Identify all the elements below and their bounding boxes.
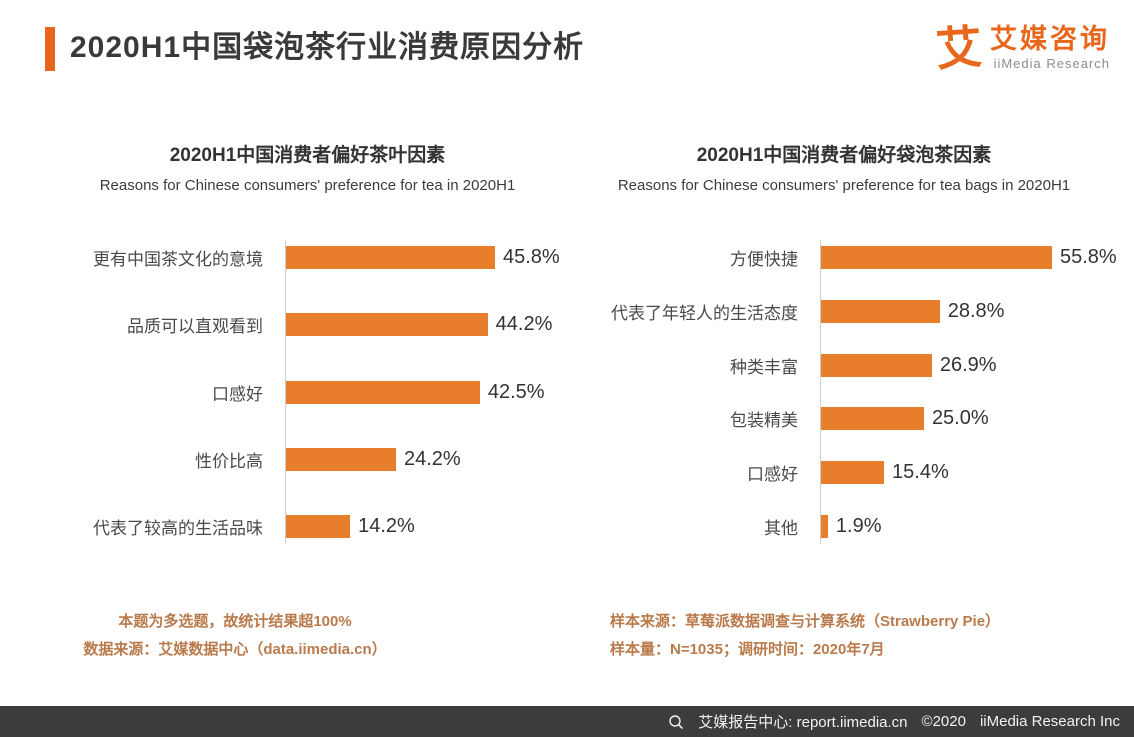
bar-row: 代表了较高的生活品味 14.2% — [45, 515, 570, 538]
footnote-sample-source: 样本来源：草莓派数据调查与计算系统（Strawberry Pie） — [610, 613, 1001, 630]
chart-subtitle: Reasons for Chinese consumers' preferenc… — [99, 177, 516, 194]
logo-name-en: iiMedia Research — [993, 56, 1110, 71]
bar — [820, 514, 828, 538]
bar — [820, 407, 924, 431]
header: 2020H1中国袋泡茶行业消费原因分析 艾 艾媒咨询 iiMedia Resea… — [0, 0, 1134, 77]
bar — [820, 299, 940, 323]
bottom-bar-report-center: 艾媒报告中心: report.iimedia.cn — [698, 714, 908, 731]
chart-title: 2020H1中国消费者偏好茶叶因素 — [169, 145, 446, 166]
bar — [820, 246, 1052, 269]
bar — [285, 246, 495, 269]
footnote-right: 样本来源：草莓派数据调查与计算系统（Strawberry Pie） 样本量：N=… — [610, 608, 1114, 664]
bar-value-label: 55.8% — [1060, 246, 1117, 268]
bar-value-label: 42.5% — [487, 380, 545, 403]
bar-row: 口感好 15.4% — [570, 461, 1118, 485]
bar-value-label: 44.2% — [495, 313, 553, 336]
chart-title: 2020H1中国消费者偏好袋泡茶因素 — [696, 145, 992, 166]
bar-category-label: 品质可以直观看到 — [127, 317, 263, 337]
bar-category-label: 口感好 — [212, 384, 263, 404]
footnote-multichoice: 本题为多选题，故统计结果超100% — [118, 613, 352, 630]
bar — [285, 380, 480, 404]
charts-area: 2020H1中国消费者偏好茶叶因素 Reasons for Chinese co… — [0, 140, 1134, 544]
bar-value-label: 1.9% — [835, 514, 882, 537]
bar-chart: 更有中国茶文化的意境 45.8% 品质可以直观看到 44.2% 口感好 42.5% 性价比高… — [45, 240, 570, 544]
bar-row: 性价比高 24.2% — [45, 447, 570, 471]
bar-row: 代表了年轻人的生活态度 28.8% — [570, 299, 1118, 323]
bar-category-label: 种类丰富 — [730, 357, 798, 377]
bar-category-label: 代表了较高的生活品味 — [93, 519, 263, 538]
iimedia-logo: 艾 艾媒咨询 iiMedia Research — [934, 18, 1116, 77]
bar-row: 包装精美 25.0% — [570, 407, 1118, 431]
bar-category-label: 性价比高 — [195, 451, 263, 471]
bar — [285, 515, 351, 538]
bar-value-label: 14.2% — [358, 515, 415, 537]
logo-brush-icon: 艾 — [934, 18, 984, 77]
bar-row: 方便快捷 55.8% — [570, 246, 1118, 269]
logo-name-cn: 艾媒咨询 — [990, 24, 1110, 54]
chart-tea-preference: 2020H1中国消费者偏好茶叶因素 Reasons for Chinese co… — [25, 140, 570, 544]
bar-row: 更有中国茶文化的意境 45.8% — [45, 246, 570, 269]
footnotes: 本题为多选题，故统计结果超100% 数据来源：艾媒数据中心（data.iimed… — [0, 608, 1134, 664]
bottom-bar-copyright: ©2020 — [921, 713, 966, 730]
bottom-bar: 艾媒报告中心: report.iimedia.cn ©2020 iiMedia … — [0, 706, 1134, 737]
bar-chart: 方便快捷 55.8% 代表了年轻人的生活态度 28.8% 种类丰富 26.9% 包装精美 25… — [570, 240, 1118, 544]
bar-category-label: 包装精美 — [730, 411, 798, 431]
bar-row: 品质可以直观看到 44.2% — [45, 313, 570, 337]
bar-value-label: 25.0% — [931, 407, 989, 430]
bar-value-label: 28.8% — [947, 299, 1005, 322]
bar — [820, 353, 932, 377]
bar-value-label: 15.4% — [892, 461, 949, 484]
report-center-icon — [668, 714, 684, 730]
bar-row: 其他 1.9% — [570, 514, 1118, 538]
footnote-data-source: 数据来源：艾媒数据中心（data.iimedia.cn） — [83, 641, 387, 658]
bar-value-label: 24.2% — [403, 447, 461, 470]
bar-category-label: 方便快捷 — [730, 250, 798, 269]
footnote-sample-size: 样本量：N=1035；调研时间：2020年7月 — [610, 641, 885, 658]
footnote-left: 本题为多选题，故统计结果超100% 数据来源：艾媒数据中心（data.iimed… — [40, 608, 430, 664]
bar-category-label: 口感好 — [747, 465, 798, 485]
bar-value-label: 45.8% — [503, 246, 560, 268]
chart-teabag-preference: 2020H1中国消费者偏好袋泡茶因素 Reasons for Chinese c… — [570, 140, 1118, 544]
bar-category-label: 更有中国茶文化的意境 — [93, 250, 263, 269]
bar-row: 口感好 42.5% — [45, 380, 570, 404]
bottom-bar-company: iiMedia Research Inc — [979, 713, 1120, 730]
bar — [285, 313, 488, 337]
title-accent-bar — [45, 27, 55, 71]
bar — [820, 461, 885, 485]
bar-category-label: 代表了年轻人的生活态度 — [611, 303, 798, 323]
chart-subtitle: Reasons for Chinese consumers' preferenc… — [617, 177, 1071, 194]
bar-row: 种类丰富 26.9% — [570, 353, 1118, 377]
bar — [285, 447, 396, 471]
bar-category-label: 其他 — [764, 518, 798, 538]
bar-value-label: 26.9% — [939, 353, 997, 376]
page-title: 2020H1中国袋泡茶行业消费原因分析 — [70, 31, 585, 64]
